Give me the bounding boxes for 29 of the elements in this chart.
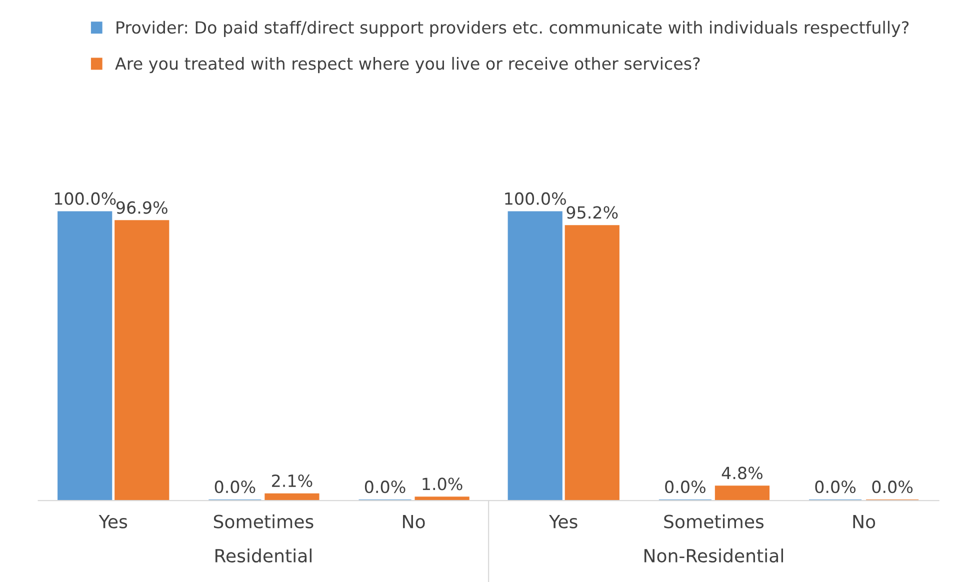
data-label: 95.2%: [566, 206, 618, 219]
bar: [114, 220, 170, 501]
x-axis-title: Residential: [215, 548, 312, 563]
bar: [564, 225, 620, 501]
bar: [58, 211, 112, 501]
x-axis-title: Non-Residential: [644, 548, 783, 563]
data-label: 1.0%: [422, 478, 462, 490]
x-tick-label: Yes: [98, 514, 128, 528]
data-label: 0.0%: [815, 480, 856, 494]
data-label: 0.0%: [665, 480, 706, 494]
legend-label: Are you treated with respect where you live or receive other services?: [115, 56, 700, 74]
x-tick-label: No: [403, 514, 425, 528]
bar: [714, 486, 770, 501]
data-label: 100.0%: [505, 192, 566, 205]
bar: [414, 496, 470, 501]
data-label: 0.0%: [364, 480, 406, 494]
data-label: 100.0%: [54, 192, 116, 205]
data-label: 0.0%: [214, 480, 256, 494]
bar: [264, 493, 320, 501]
x-tick-label: Sometimes: [214, 514, 314, 528]
data-label: 0.0%: [872, 480, 913, 494]
x-tick-label: Yes: [549, 514, 578, 528]
data-label: 4.8%: [722, 466, 762, 480]
legend-label: Provider: Do paid staff/direct support providers etc. communicate with individuals respectfully?: [116, 20, 909, 37]
x-tick-label: No: [853, 514, 876, 528]
data-label: 96.9%: [116, 201, 168, 214]
data-label: 2.1%: [272, 474, 312, 488]
x-tick-label: Sometimes: [664, 514, 764, 528]
bar: [508, 211, 562, 501]
